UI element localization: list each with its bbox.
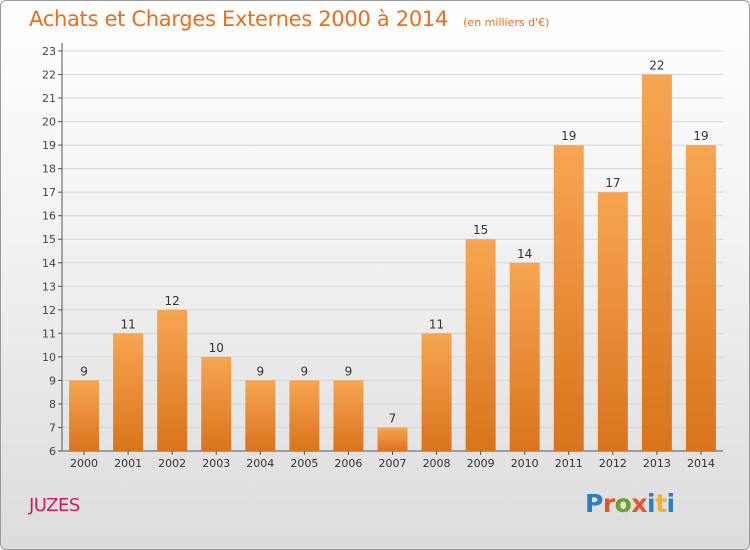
bar-2011 <box>553 145 584 451</box>
data-label: 19 <box>693 129 708 143</box>
bar-2005 <box>289 380 320 451</box>
data-label: 11 <box>120 317 135 331</box>
y-tick-label: 10 <box>42 351 56 364</box>
bar-2012 <box>597 192 628 452</box>
x-tick-label: 2002 <box>158 457 186 470</box>
axes: 6 7 8 9 10 11 12 13 14 15 16 17 18 19 20 21 22 23 2000 2001… <box>42 43 723 470</box>
logo-letter: x <box>631 489 647 518</box>
y-tick-label: 12 <box>42 304 56 317</box>
data-label: 9 <box>80 364 88 378</box>
y-tick-label: 14 <box>42 257 56 270</box>
bar-2009 <box>465 239 496 451</box>
y-tick-label: 15 <box>42 233 56 246</box>
bar-2003 <box>201 356 232 451</box>
chart-header: Achats et Charges Externes 2000 à 2014 (… <box>29 7 549 31</box>
bar-2006 <box>333 380 364 451</box>
data-label: 15 <box>473 223 488 237</box>
chart-title: Achats et Charges Externes 2000 à 2014 <box>29 7 449 31</box>
bar-2014 <box>685 145 716 451</box>
data-label: 9 <box>256 364 264 378</box>
data-label: 14 <box>517 247 532 261</box>
bar-2007 <box>377 427 408 451</box>
bar-2004 <box>245 380 276 451</box>
bar-2001 <box>113 333 144 451</box>
y-tick-label: 18 <box>42 163 56 176</box>
y-tick-label: 19 <box>42 139 56 152</box>
data-label: 9 <box>301 364 309 378</box>
data-label: 19 <box>561 129 576 143</box>
logo-letter: t <box>655 489 667 518</box>
x-tick-label: 2005 <box>290 457 318 470</box>
x-tick-label: 2014 <box>687 457 715 470</box>
data-label: 10 <box>209 341 224 355</box>
y-tick-label: 7 <box>49 421 56 434</box>
y-tick-label: 21 <box>42 92 56 105</box>
x-tick-label: 2004 <box>246 457 274 470</box>
data-label: 12 <box>165 294 180 308</box>
data-label: 11 <box>429 317 444 331</box>
x-tick-label: 2000 <box>70 457 98 470</box>
y-tick-label: 8 <box>49 398 56 411</box>
y-tick-label: 13 <box>42 280 56 293</box>
logo-letter: P <box>585 489 603 518</box>
x-tick-label: 2003 <box>202 457 230 470</box>
y-tick-label: 17 <box>42 186 56 199</box>
x-tick-label: 2011 <box>555 457 583 470</box>
bars <box>69 74 716 452</box>
x-tick-label: 2013 <box>643 457 671 470</box>
y-tick-label: 9 <box>49 374 56 387</box>
y-tick-label: 11 <box>42 327 56 340</box>
x-tick-label: 2006 <box>334 457 362 470</box>
data-label: 17 <box>605 176 620 190</box>
data-label: 7 <box>389 411 397 425</box>
y-tick-label: 22 <box>42 69 56 82</box>
y-tick-label: 23 <box>42 45 56 58</box>
commune-name: JUZES <box>29 495 80 516</box>
bar-2013 <box>641 74 672 451</box>
bar-2008 <box>421 333 452 451</box>
x-tick-label: 2007 <box>379 457 407 470</box>
x-tick-label: 2009 <box>467 457 495 470</box>
logo-letter: o <box>614 489 632 518</box>
logo-letter: r <box>602 489 615 518</box>
y-tick-label: 16 <box>42 210 56 223</box>
x-tick-label: 2008 <box>423 457 451 470</box>
logo-letter: i <box>647 489 656 518</box>
proxiti-logo[interactable]: Proxiti <box>585 489 675 518</box>
data-label: 22 <box>649 59 664 73</box>
chart-subtitle: (en milliers d'€) <box>463 16 550 29</box>
y-tick-label: 6 <box>49 445 56 458</box>
logo-letter: i <box>666 489 676 518</box>
bar-2002 <box>157 309 188 451</box>
y-tick-label: 20 <box>42 116 56 129</box>
x-tick-label: 2001 <box>114 457 142 470</box>
bar-2000 <box>69 380 100 451</box>
x-tick-label: 2010 <box>511 457 539 470</box>
x-tick-label: 2012 <box>599 457 627 470</box>
data-label: 9 <box>345 364 353 378</box>
bar-2010 <box>509 262 540 451</box>
data-labels: 9 11 12 10 9 9 9 7 11 15 14 19 17 22 19 <box>80 59 708 426</box>
